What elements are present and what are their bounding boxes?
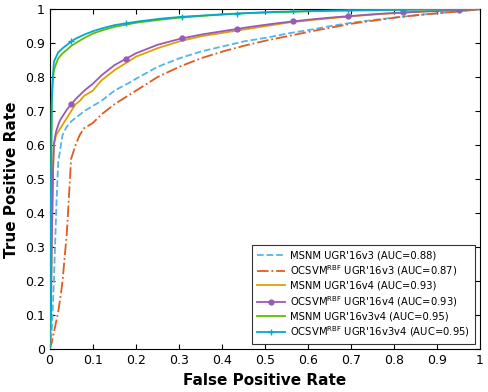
MSNM UGR'16v3v4 (AUC=0.95): [221, 12, 226, 17]
X-axis label: False Positive Rate: False Positive Rate: [183, 373, 346, 388]
MSNM UGR'16v3 (AUC=0.88): [382, 16, 388, 21]
Line: MSNM UGR'16v4 (AUC=0.93): MSNM UGR'16v4 (AUC=0.93): [50, 9, 480, 349]
MSNM UGR'16v3 (AUC=0.88): [342, 21, 348, 26]
OCSVM$^{\mathrm{RBF}}$ UGR'16v3 (AUC=0.87): [236, 45, 242, 49]
MSNM UGR'16v3v4 (AUC=0.95): [236, 11, 242, 16]
MSNM UGR'16v3 (AUC=0.88): [221, 44, 226, 49]
MSNM UGR'16v3v4 (AUC=0.95): [342, 8, 348, 13]
MSNM UGR'16v4 (AUC=0.93): [390, 11, 396, 16]
OCSVM$^{\mathrm{RBF}}$ UGR'16v3 (AUC=0.87): [91, 120, 97, 125]
Y-axis label: True Positive Rate: True Positive Rate: [4, 101, 19, 258]
MSNM UGR'16v3v4 (AUC=0.95): [382, 7, 388, 12]
MSNM UGR'16v3v4 (AUC=0.95): [91, 31, 97, 36]
MSNM UGR'16v4 (AUC=0.93): [382, 11, 388, 16]
MSNM UGR'16v3 (AUC=0.88): [477, 7, 483, 11]
MSNM UGR'16v3 (AUC=0.88): [91, 103, 97, 108]
Line: MSNM UGR'16v3v4 (AUC=0.95): MSNM UGR'16v3v4 (AUC=0.95): [50, 9, 480, 349]
OCSVM$^{\mathrm{RBF}}$ UGR'16v3 (AUC=0.87): [342, 22, 348, 27]
MSNM UGR'16v4 (AUC=0.93): [221, 30, 226, 35]
OCSVM$^{\mathrm{RBF}}$ UGR'16v3 (AUC=0.87): [47, 347, 53, 352]
MSNM UGR'16v4 (AUC=0.93): [477, 7, 483, 11]
Line: MSNM UGR'16v3 (AUC=0.88): MSNM UGR'16v3 (AUC=0.88): [50, 9, 480, 349]
OCSVM$^{\mathrm{RBF}}$ UGR'16v3 (AUC=0.87): [477, 7, 483, 11]
Legend: MSNM UGR'16v3 (AUC=0.88), OCSVM$^{\mathrm{RBF}}$ UGR'16v3 (AUC=0.87), MSNM UGR'1: MSNM UGR'16v3 (AUC=0.88), OCSVM$^{\mathr…: [252, 245, 475, 345]
OCSVM$^{\mathrm{RBF}}$ UGR'16v3 (AUC=0.87): [390, 15, 396, 20]
OCSVM$^{\mathrm{RBF}}$ UGR'16v3 (AUC=0.87): [221, 49, 226, 54]
OCSVM$^{\mathrm{RBF}}$ UGR'16v3 (AUC=0.87): [382, 16, 388, 21]
MSNM UGR'16v4 (AUC=0.93): [236, 28, 242, 33]
MSNM UGR'16v3v4 (AUC=0.95): [390, 7, 396, 12]
Line: OCSVM$^{\mathrm{RBF}}$ UGR'16v3 (AUC=0.87): OCSVM$^{\mathrm{RBF}}$ UGR'16v3 (AUC=0.8…: [50, 9, 480, 349]
MSNM UGR'16v3v4 (AUC=0.95): [477, 7, 483, 11]
MSNM UGR'16v3 (AUC=0.88): [236, 40, 242, 45]
MSNM UGR'16v3v4 (AUC=0.95): [456, 7, 462, 11]
MSNM UGR'16v3 (AUC=0.88): [390, 15, 396, 20]
MSNM UGR'16v4 (AUC=0.93): [342, 15, 348, 19]
MSNM UGR'16v3 (AUC=0.88): [47, 347, 53, 352]
MSNM UGR'16v4 (AUC=0.93): [91, 87, 97, 92]
MSNM UGR'16v4 (AUC=0.93): [47, 347, 53, 352]
MSNM UGR'16v3v4 (AUC=0.95): [47, 347, 53, 352]
